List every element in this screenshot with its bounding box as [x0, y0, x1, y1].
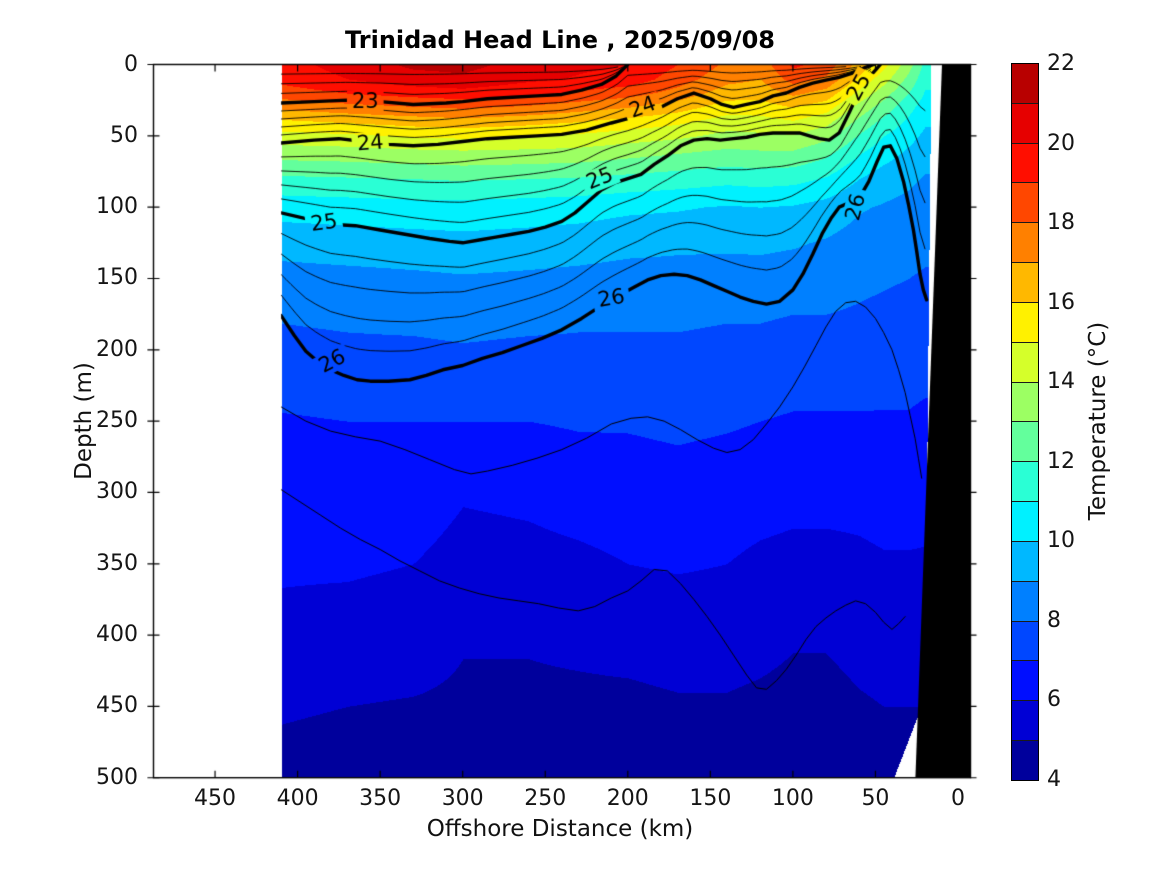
x-tick-label: 450 — [194, 786, 237, 811]
colorbar-band — [1012, 462, 1038, 503]
y-tick-label: 500 — [96, 764, 138, 790]
y-tick-label: 200 — [96, 336, 138, 362]
colorbar-band — [1012, 502, 1038, 542]
colorbar-band — [1012, 223, 1038, 264]
y-tick-label: 250 — [96, 408, 138, 434]
colorbar-band — [1012, 701, 1038, 742]
chart-title: Trinidad Head Line , 2025/09/08 — [345, 26, 775, 54]
colorbar-tick-label: 22 — [1047, 51, 1075, 76]
colorbar-band — [1012, 143, 1038, 184]
colorbar-tick-label: 14 — [1047, 369, 1075, 395]
colorbar-band — [1012, 422, 1038, 463]
colorbar-tick-label: 8 — [1047, 607, 1061, 633]
colorbar-band — [1012, 741, 1038, 780]
colorbar-tick-label: 12 — [1047, 448, 1075, 474]
y-tick-label: 400 — [96, 622, 138, 648]
x-axis-title: Offshore Distance (km) — [426, 816, 694, 842]
y-tick-label: 150 — [96, 265, 138, 291]
y-tick-label: 0 — [124, 51, 138, 77]
colorbar-band — [1012, 541, 1038, 582]
colorbar-tick-label: 4 — [1047, 767, 1061, 792]
x-tick-label: 300 — [441, 786, 484, 811]
colorbar-band — [1012, 103, 1038, 144]
y-tick-label: 450 — [96, 693, 138, 719]
y-tick-label: 300 — [96, 479, 138, 505]
contour-plot-canvas — [147, 63, 979, 787]
y-tick-label: 350 — [96, 550, 138, 576]
colorbar-band — [1012, 64, 1038, 104]
colorbar-tick-label: 16 — [1047, 289, 1075, 315]
x-tick-label: 50 — [861, 786, 890, 811]
colorbar-band — [1012, 263, 1038, 303]
x-tick-label: 350 — [359, 786, 402, 811]
colorbar-band — [1012, 302, 1038, 343]
colorbar — [1011, 63, 1039, 781]
colorbar-band — [1012, 342, 1038, 383]
colorbar-tick-label: 18 — [1047, 210, 1075, 236]
x-tick-label: 400 — [276, 786, 319, 811]
colorbar-tick-label: 6 — [1047, 687, 1061, 713]
colorbar-band — [1012, 382, 1038, 423]
colorbar-band — [1012, 661, 1038, 702]
colorbar-title: Temperature (°C) — [1085, 321, 1111, 521]
x-tick-label: 250 — [524, 786, 567, 811]
colorbar-tick-label: 20 — [1047, 130, 1075, 156]
colorbar-tick-label: 10 — [1047, 528, 1075, 554]
y-tick-label: 50 — [110, 122, 138, 148]
x-tick-label: 200 — [606, 786, 649, 811]
x-tick-label: 0 — [951, 786, 965, 811]
x-tick-label: 150 — [689, 786, 732, 811]
x-tick-label: 100 — [771, 786, 814, 811]
colorbar-band — [1012, 183, 1038, 224]
colorbar-band — [1012, 581, 1038, 622]
colorbar-band — [1012, 621, 1038, 662]
y-tick-label: 100 — [96, 194, 138, 220]
